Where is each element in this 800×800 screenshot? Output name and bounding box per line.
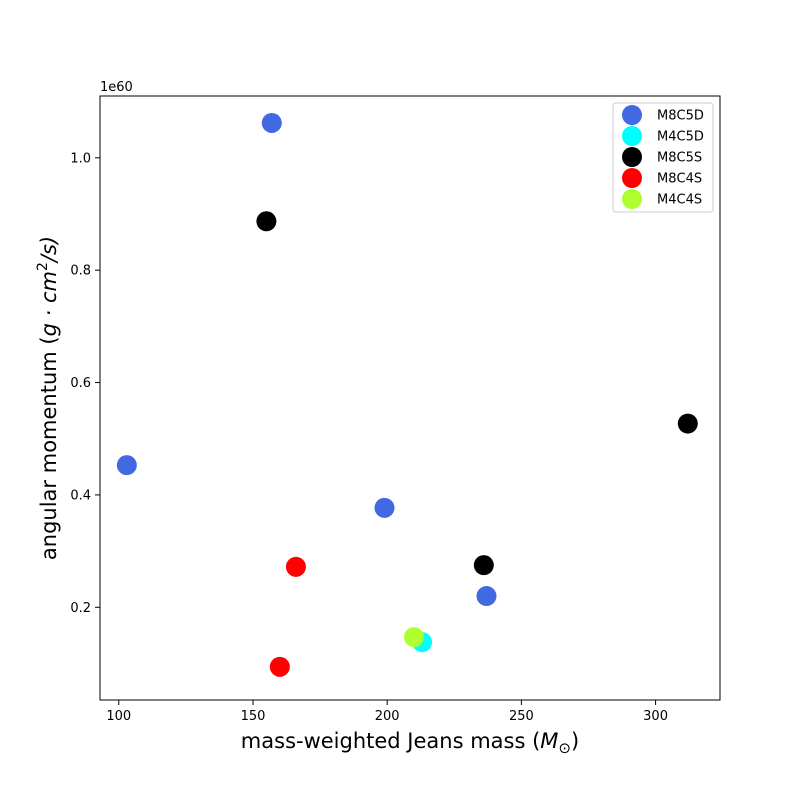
legend-marker-m4c5d — [622, 126, 642, 146]
y-offset-label: 1e60 — [100, 80, 133, 95]
data-point-m8c5d — [261, 112, 282, 133]
data-point-m8c5d — [116, 455, 137, 476]
y-axis-ticks: 0.2 0.4 0.6 0.8 1.0 — [70, 151, 100, 616]
legend: M8C5D M4C5D M8C5S M8C4S M4C4S — [612, 102, 714, 213]
data-points — [116, 112, 698, 677]
y-tick-label: 0.2 — [70, 601, 91, 616]
y-axis-title: angular momentum (g · cm2/s) — [35, 236, 61, 560]
data-point-m8c5s — [677, 413, 698, 434]
plot-frame — [99, 95, 721, 701]
data-point-m8c5d — [374, 497, 395, 518]
data-point-m8c5d — [476, 586, 497, 607]
legend-marker-m8c5d — [622, 105, 642, 125]
x-axis-ticks: 100 150 200 250 300 — [106, 700, 668, 724]
legend-marker-m8c5s — [622, 147, 642, 167]
data-point-m8c4s — [269, 656, 290, 677]
y-tick-label: 0.4 — [70, 488, 91, 503]
x-tick-label: 150 — [241, 709, 266, 724]
legend-label-m4c5d: M4C5D — [657, 130, 704, 145]
legend-marker-m8c4s — [622, 168, 642, 188]
data-point-m8c5s — [473, 555, 494, 576]
legend-label-m8c5s: M8C5S — [657, 151, 702, 166]
legend-label-m8c4s: M8C4S — [657, 172, 702, 187]
x-tick-label: 200 — [375, 709, 400, 724]
data-point-m4c4s — [404, 627, 425, 648]
legend-marker-m4c4s — [622, 189, 642, 209]
data-point-m8c4s — [285, 556, 306, 577]
x-tick-label: 300 — [643, 709, 668, 724]
x-axis-title: mass-weighted Jeans mass (M⊙) — [241, 729, 579, 757]
legend-label-m8c5d: M8C5D — [657, 109, 704, 124]
data-point-m8c5s — [256, 211, 277, 232]
y-tick-label: 0.6 — [70, 376, 91, 391]
x-tick-label: 100 — [106, 709, 131, 724]
y-tick-label: 1.0 — [70, 151, 91, 166]
legend-label-m4c4s: M4C4S — [657, 193, 702, 208]
x-tick-label: 250 — [509, 709, 534, 724]
y-tick-label: 0.8 — [70, 264, 91, 279]
